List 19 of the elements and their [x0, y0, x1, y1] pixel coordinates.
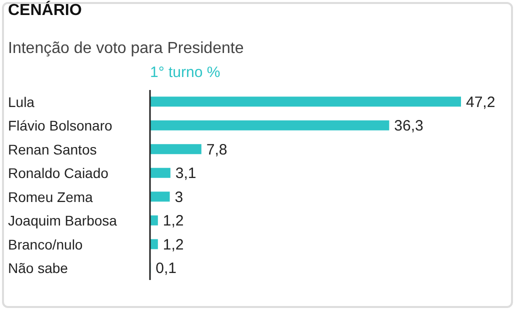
y-tick-label: Não sabe	[8, 260, 68, 276]
chart-title: CENÁRIO	[8, 2, 82, 20]
chart-subtitle: Intenção de voto para Presidente	[8, 40, 244, 58]
y-tick-label: Joaquim Barbosa	[8, 212, 118, 229]
y-tick-label: Romeu Zema	[8, 188, 94, 205]
data-label: 36,3	[394, 118, 424, 135]
y-tick-label: Ronaldo Caiado	[8, 165, 109, 182]
series-label: 1° turno %	[150, 64, 220, 81]
data-label: 3	[174, 188, 184, 206]
y-tick-label: Lula	[8, 94, 35, 110]
data-label: 1,2	[162, 212, 184, 230]
y-tick-label: Flávio Bolsonaro	[8, 118, 112, 134]
data-label: 0,1	[156, 260, 177, 278]
data-label: 47,2	[466, 94, 496, 111]
y-tick-label: Branco/nulo	[8, 236, 83, 252]
data-label: 7,8	[206, 141, 228, 158]
data-label: 1,2	[162, 236, 184, 254]
data-label: 3,1	[175, 165, 196, 182]
y-tick-label: Renan Santos	[8, 141, 97, 158]
